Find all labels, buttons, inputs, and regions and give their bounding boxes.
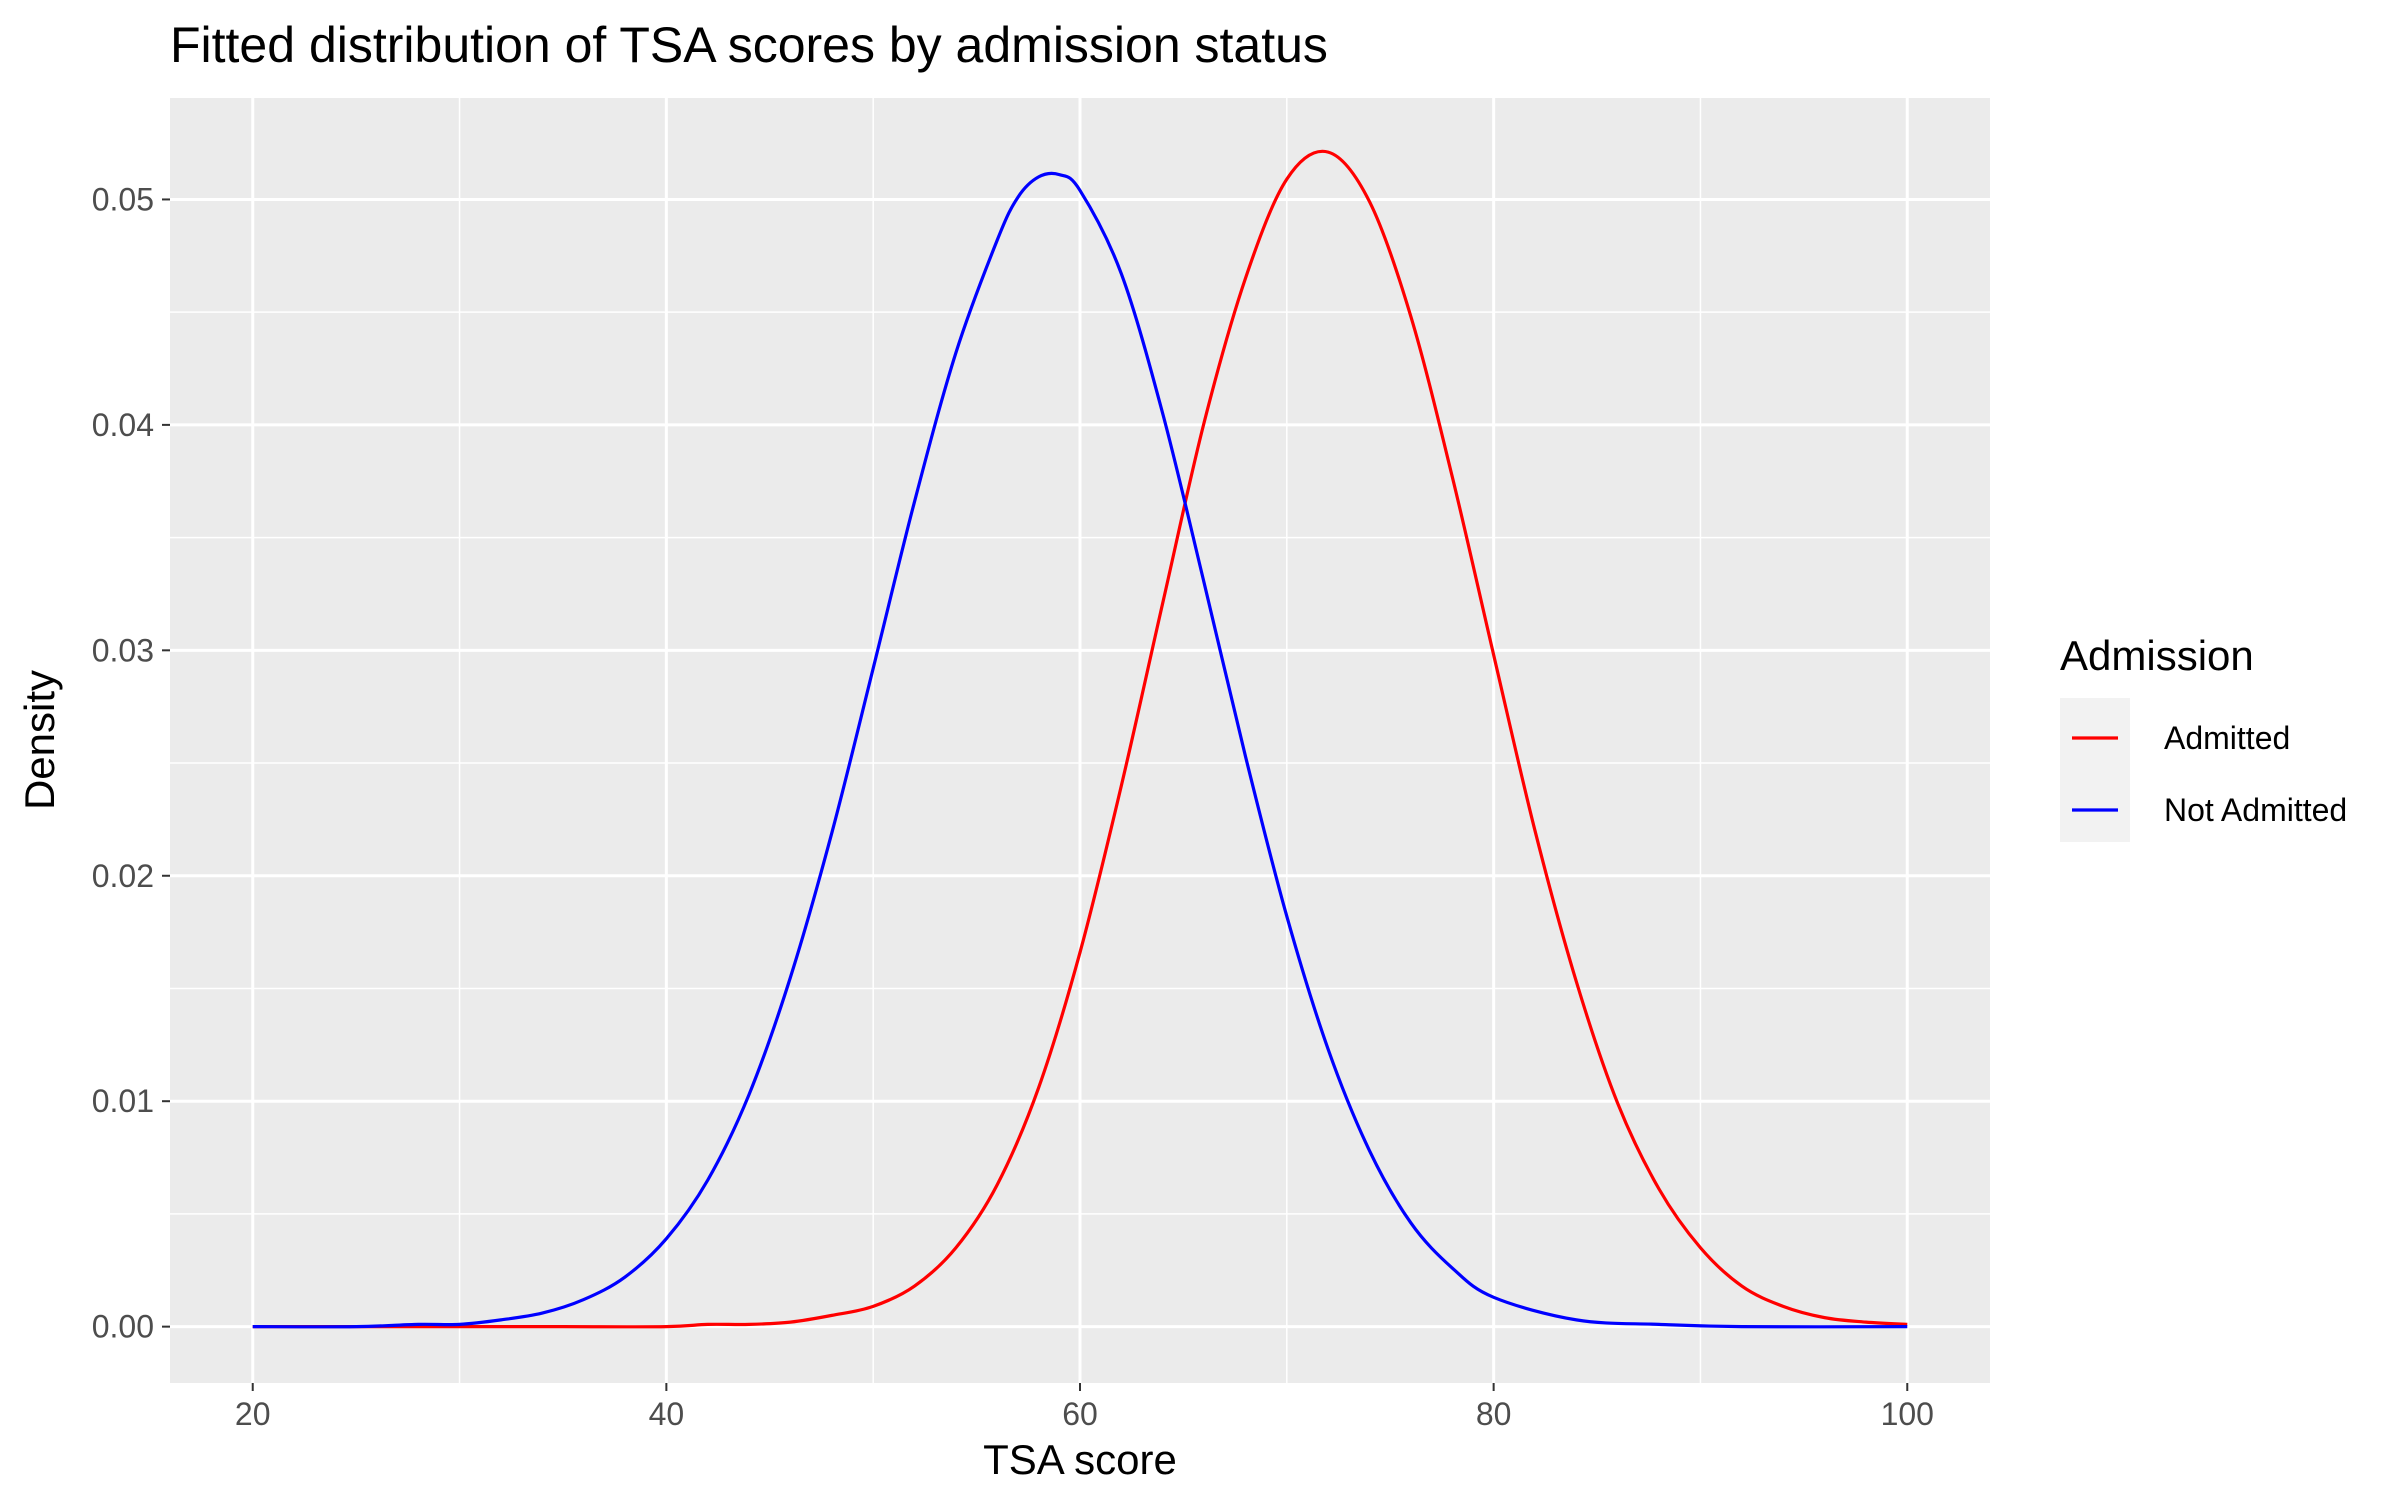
series-line-not-admitted bbox=[252, 171, 1908, 1329]
series-line-admitted bbox=[252, 149, 1908, 1329]
legend: Admission Admitted Not Admitted bbox=[2060, 632, 2347, 842]
series-layer bbox=[252, 149, 1908, 1329]
grid-major bbox=[170, 98, 1990, 1383]
legend-key-background bbox=[2060, 698, 2130, 842]
y-tick-label: 0.05 bbox=[92, 181, 154, 217]
legend-label-not-admitted: Not Admitted bbox=[2164, 792, 2347, 828]
x-axis-title: TSA score bbox=[983, 1436, 1177, 1483]
x-tick-label: 40 bbox=[649, 1396, 685, 1432]
y-tick-label: 0.02 bbox=[92, 858, 154, 894]
x-tick-label: 80 bbox=[1476, 1396, 1512, 1432]
legend-items: Admitted Not Admitted bbox=[2072, 720, 2347, 828]
y-tick-label: 0.01 bbox=[92, 1083, 154, 1119]
y-tick-label: 0.00 bbox=[92, 1309, 154, 1345]
legend-label-admitted: Admitted bbox=[2164, 720, 2290, 756]
chart-title: Fitted distribution of TSA scores by adm… bbox=[170, 17, 1328, 73]
x-tick-label: 60 bbox=[1062, 1396, 1098, 1432]
x-axis-ticks: 20 40 60 80 100 bbox=[235, 1383, 1934, 1432]
x-tick-label: 20 bbox=[235, 1396, 271, 1432]
y-tick-label: 0.04 bbox=[92, 407, 154, 443]
y-axis-ticks: 0.00 0.01 0.02 0.03 0.04 0.05 bbox=[92, 181, 170, 1345]
y-tick-label: 0.03 bbox=[92, 632, 154, 668]
x-tick-label: 100 bbox=[1881, 1396, 1934, 1432]
y-axis-title: Density bbox=[16, 670, 63, 810]
legend-title: Admission bbox=[2060, 632, 2254, 679]
